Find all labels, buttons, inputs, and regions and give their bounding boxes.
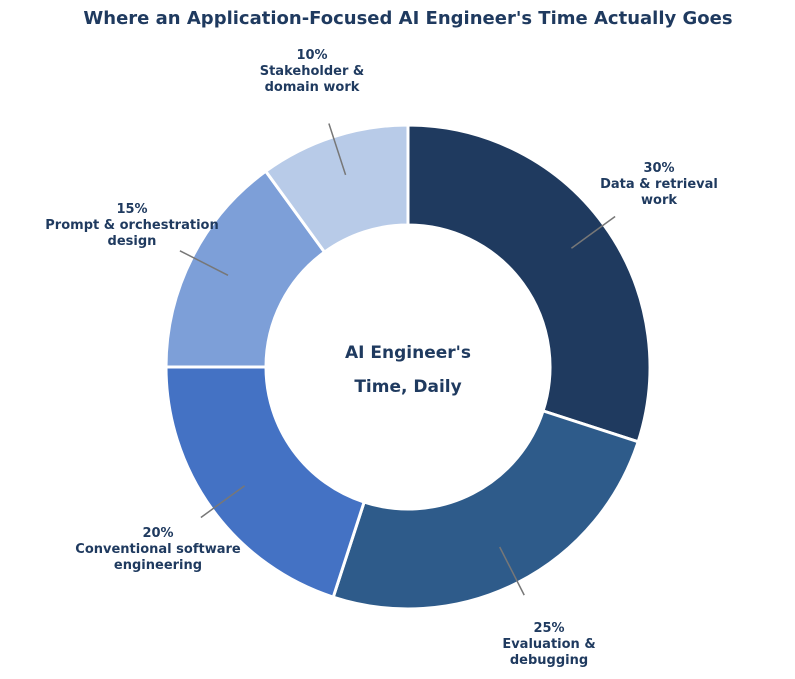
- slice-name-label: work: [641, 193, 677, 208]
- center-label-line: AI Engineer's: [345, 343, 471, 363]
- chart-title: Where an Application-Focused AI Engineer…: [83, 8, 732, 29]
- slice-name-label: engineering: [114, 558, 202, 573]
- leader-line: [499, 546, 525, 596]
- donut-slice: [406, 123, 652, 444]
- slice-percent-label: 10%: [296, 48, 327, 63]
- slice-name-label: design: [108, 234, 157, 249]
- slice-label: 20% Conventional software engineering: [75, 526, 241, 573]
- slice-name-label: Data & retrieval: [600, 177, 718, 192]
- slice-name-label: Prompt & orchestration: [45, 218, 218, 233]
- donut-slices: [164, 123, 652, 611]
- slice-percent-label: 15%: [116, 202, 147, 217]
- label-leader-lines: [179, 123, 616, 596]
- slice-label: 25% Evaluation & debugging: [502, 621, 595, 668]
- slice-name-label: Stakeholder &: [260, 64, 365, 79]
- slice-percent-label: 25%: [533, 621, 564, 636]
- slice-label: 10% Stakeholder & domain work: [260, 48, 365, 95]
- leader-line: [200, 485, 246, 519]
- center-label-text: AI Engineer's Time, Daily: [345, 343, 471, 397]
- slice-label: 30% Data & retrieval work: [600, 161, 718, 208]
- leader-line: [179, 250, 229, 276]
- slice-name-label: Conventional software: [75, 542, 241, 557]
- donut-slice: [331, 409, 640, 611]
- leader-line: [328, 123, 347, 176]
- center-label-line: Time, Daily: [354, 377, 461, 397]
- leader-line: [570, 215, 616, 249]
- slice-name-label: debugging: [510, 653, 588, 668]
- slice-percent-label: 20%: [142, 526, 173, 541]
- donut-slice: [264, 123, 410, 254]
- slice-name-label: domain work: [265, 80, 360, 95]
- slice-percent-label: 30%: [643, 161, 674, 176]
- center-label: AI Engineer's Time, Daily: [345, 343, 471, 397]
- slice-label: 15% Prompt & orchestration design: [45, 202, 218, 249]
- slice-name-label: Evaluation &: [502, 637, 595, 652]
- donut-slice: [164, 365, 366, 599]
